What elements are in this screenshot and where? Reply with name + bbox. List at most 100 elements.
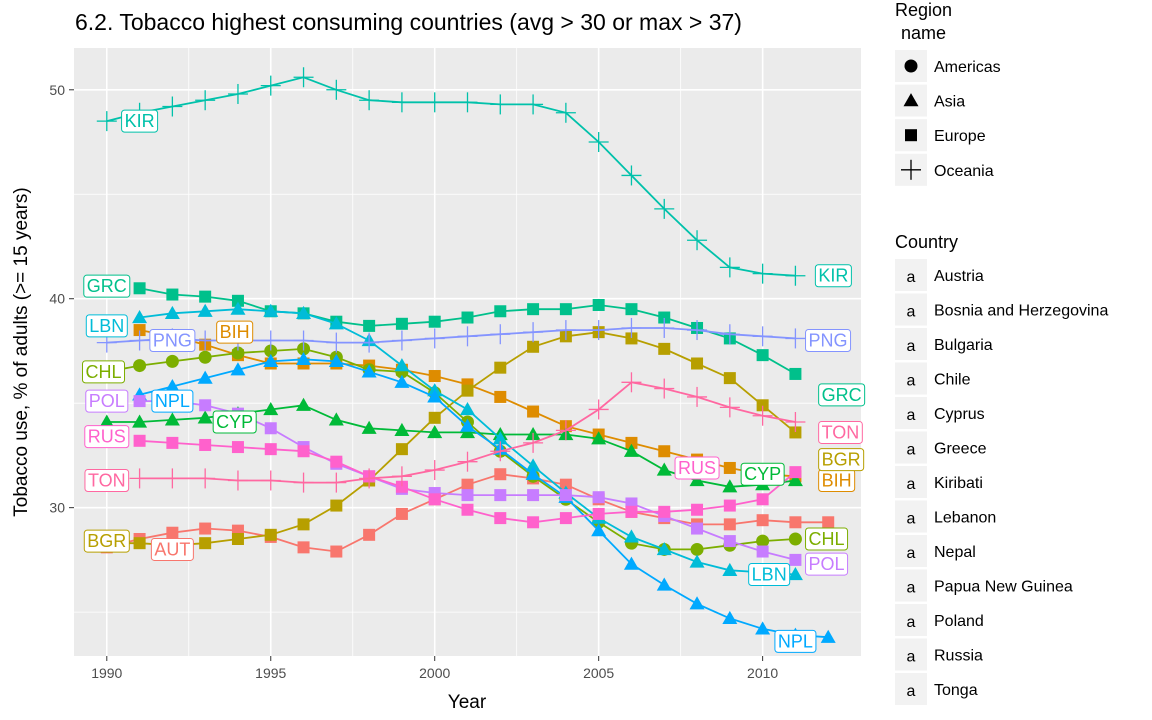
series-label-box [818,383,866,407]
data-point [719,397,740,418]
legend-country-label: Bulgaria [934,337,993,354]
data-point [361,420,377,434]
data-point [625,303,638,316]
legend-key [895,500,927,533]
legend-key-glyph: a [907,304,916,321]
data-point [752,263,773,284]
data-point [789,367,802,380]
data-point [687,320,708,341]
data-point [394,374,410,388]
data-point [133,282,146,295]
series-label-text: BIH [822,470,852,490]
legend-region-title: Region [895,0,952,20]
series-line [106,347,796,551]
legend-country-label: Russia [934,648,983,665]
series-label: GRC [818,383,866,407]
data-point [395,480,408,493]
data-point [263,401,279,416]
data-point [723,518,736,531]
data-point [559,478,572,491]
data-point [260,75,281,96]
label-layer: AUTBIHBIHBGRBGRCHLCHLCYPCYPGRCGRCKIRKIRL… [82,109,866,653]
data-point [293,472,314,493]
data-point [592,298,605,311]
series-label-text: CHL [809,529,845,549]
series-label-box [674,456,720,480]
data-point [132,414,148,428]
data-point [687,230,708,251]
series-label-text: TON [822,422,860,442]
data-point [198,350,212,364]
data-point [494,361,507,374]
legend-country-item: a Lebanon [895,500,996,533]
legend-key [895,431,927,464]
data-point [490,94,511,115]
data-point [658,342,671,355]
data-point [395,443,408,456]
data-point [656,577,672,591]
data-point [625,436,638,449]
data-point [164,305,180,319]
series-label: KIR [121,109,159,133]
data-point [260,330,281,351]
data-point [656,541,672,556]
data-point [328,316,344,330]
chart-title: 6.2. Tobacco highest consuming countries… [75,9,742,35]
legend-country-label: Austria [934,268,984,285]
legend-key-glyph: a [907,511,916,528]
series-label-text: AUT [154,539,190,559]
data-point [820,629,836,643]
data-point [523,94,544,115]
legend-country-label: Poland [934,613,984,630]
data-point [588,320,609,341]
data-point [260,470,281,491]
data-point [494,468,507,481]
legend-country-item: a Greece [895,431,987,464]
legend-key [895,535,927,567]
series-layer [96,67,836,643]
series-label-box [814,264,852,288]
legend-country-item: a Bosnia and Herzegovina [895,293,1108,326]
legend-country-label: Kiribati [934,475,983,492]
series-label-box [805,552,849,576]
data-point [195,90,216,111]
data-point [330,545,343,558]
data-point [330,499,343,512]
plus-icon [901,159,921,180]
data-point [494,305,507,318]
series-label-text: BGR [822,450,861,470]
data-point [527,303,540,316]
data-point [691,503,704,516]
legend-key [895,362,927,395]
data-point [133,434,146,447]
data-point [328,353,344,368]
data-point [199,399,212,412]
legend-key-glyph: a [907,373,916,390]
data-point [621,317,642,338]
legend-region-item: Europe [895,119,986,152]
series-label-text: KIR [125,111,155,131]
series-label-box [748,563,791,587]
data-point [788,532,802,546]
data-point [195,468,216,489]
data-point [129,468,150,489]
series-label-text: KIR [818,266,848,286]
series-label-text: BGR [87,531,126,551]
x-tick-label: 2010 [747,665,778,681]
data-point [527,340,540,353]
series-label-box [85,389,129,413]
x-tick-label: 2005 [583,665,614,681]
legend-country-label: Papua New Guinea [934,579,1073,596]
data-point [165,354,179,368]
legend-country-item: a Austria [895,259,984,291]
series-label: RUS [674,456,720,480]
series-label-box [82,360,126,384]
legend-key-glyph: a [907,476,916,493]
data-point [658,311,671,324]
x-tick-label: 2000 [419,665,450,681]
data-point [654,378,675,399]
series-label-text: NPL [155,391,190,411]
series-label: BIH [818,468,856,492]
series-label: LBN [85,314,128,338]
data-point [555,320,576,341]
